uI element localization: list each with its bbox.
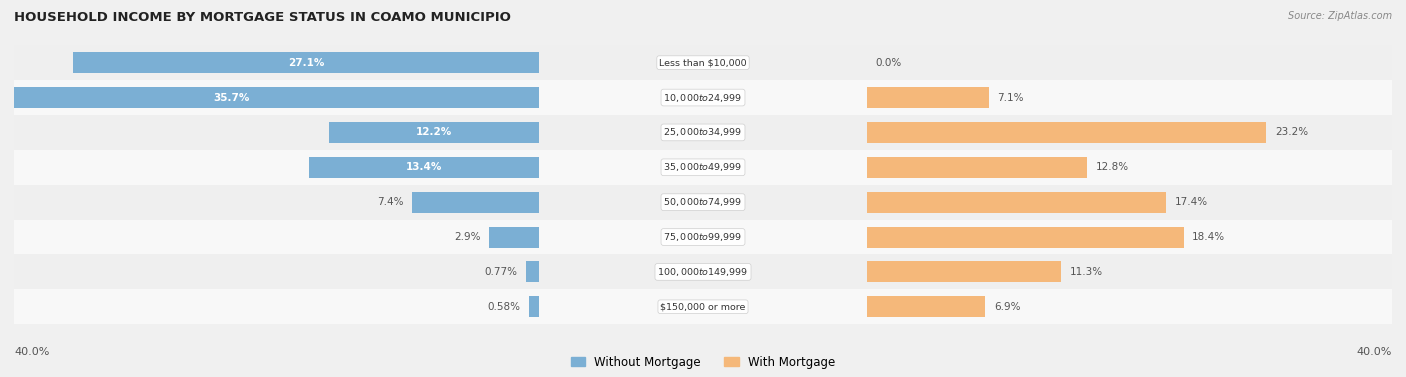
Bar bbox=[14, 219, 1392, 254]
Text: 17.4%: 17.4% bbox=[1175, 197, 1208, 207]
Text: 0.0%: 0.0% bbox=[875, 58, 901, 68]
Bar bbox=[866, 262, 1062, 282]
Text: 40.0%: 40.0% bbox=[14, 347, 49, 357]
Bar bbox=[866, 192, 1167, 213]
Text: 0.58%: 0.58% bbox=[488, 302, 520, 312]
Text: 40.0%: 40.0% bbox=[1357, 347, 1392, 357]
Text: $150,000 or more: $150,000 or more bbox=[661, 302, 745, 311]
Bar bbox=[14, 80, 1392, 115]
Text: 35.7%: 35.7% bbox=[214, 92, 250, 103]
Bar bbox=[866, 87, 988, 108]
Text: 0.77%: 0.77% bbox=[485, 267, 517, 277]
Bar bbox=[412, 192, 540, 213]
Bar bbox=[14, 254, 1392, 290]
Text: $50,000 to $74,999: $50,000 to $74,999 bbox=[664, 196, 742, 208]
Bar bbox=[14, 185, 1392, 219]
Bar bbox=[526, 262, 540, 282]
Text: 12.8%: 12.8% bbox=[1095, 162, 1129, 172]
Bar bbox=[329, 122, 540, 143]
Text: 18.4%: 18.4% bbox=[1192, 232, 1225, 242]
Bar bbox=[73, 52, 540, 73]
Bar bbox=[866, 296, 986, 317]
Text: $35,000 to $49,999: $35,000 to $49,999 bbox=[664, 161, 742, 173]
Text: $75,000 to $99,999: $75,000 to $99,999 bbox=[664, 231, 742, 243]
Legend: Without Mortgage, With Mortgage: Without Mortgage, With Mortgage bbox=[571, 356, 835, 369]
Text: 23.2%: 23.2% bbox=[1275, 127, 1308, 138]
Text: HOUSEHOLD INCOME BY MORTGAGE STATUS IN COAMO MUNICIPIO: HOUSEHOLD INCOME BY MORTGAGE STATUS IN C… bbox=[14, 11, 510, 24]
Bar bbox=[14, 289, 1392, 324]
Text: 27.1%: 27.1% bbox=[288, 58, 325, 68]
Text: 12.2%: 12.2% bbox=[416, 127, 453, 138]
Text: 13.4%: 13.4% bbox=[406, 162, 441, 172]
Bar bbox=[866, 227, 1184, 247]
Bar bbox=[0, 87, 540, 108]
Bar bbox=[489, 227, 540, 247]
Bar bbox=[530, 296, 540, 317]
Text: 7.4%: 7.4% bbox=[377, 197, 404, 207]
Text: 11.3%: 11.3% bbox=[1070, 267, 1102, 277]
Bar bbox=[14, 150, 1392, 185]
Text: $10,000 to $24,999: $10,000 to $24,999 bbox=[664, 92, 742, 104]
Text: $100,000 to $149,999: $100,000 to $149,999 bbox=[658, 266, 748, 278]
Text: 6.9%: 6.9% bbox=[994, 302, 1021, 312]
Text: $25,000 to $34,999: $25,000 to $34,999 bbox=[664, 126, 742, 138]
Bar bbox=[866, 122, 1267, 143]
Bar bbox=[14, 115, 1392, 150]
Text: 2.9%: 2.9% bbox=[454, 232, 481, 242]
Bar bbox=[866, 157, 1087, 178]
Text: 7.1%: 7.1% bbox=[997, 92, 1024, 103]
Bar bbox=[308, 157, 540, 178]
Bar bbox=[14, 45, 1392, 80]
Text: Less than $10,000: Less than $10,000 bbox=[659, 58, 747, 67]
Text: Source: ZipAtlas.com: Source: ZipAtlas.com bbox=[1288, 11, 1392, 21]
